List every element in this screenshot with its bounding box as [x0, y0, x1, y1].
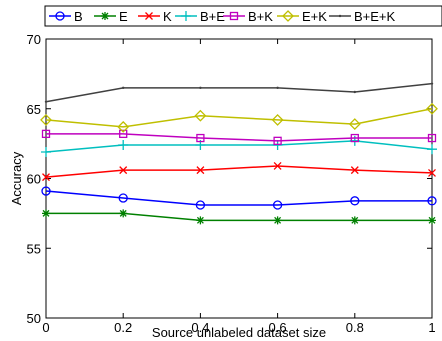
series-e — [42, 209, 436, 225]
legend-item-b-e: B+E — [175, 9, 225, 24]
legend-item-e-k: E+K — [277, 9, 327, 24]
x-axis-label: Source unlabeled dataset size — [152, 325, 326, 340]
data-point-e-marker — [119, 209, 128, 218]
data-point-e-k-marker — [194, 109, 207, 122]
data-point-e-marker — [273, 216, 282, 225]
y-axis-label: Accuracy — [9, 151, 24, 205]
data-point-e-marker — [428, 216, 436, 225]
series-k — [42, 161, 436, 182]
x-axis: 0 0.2 0.4 0.6 0.8 1 — [42, 39, 436, 335]
series-b-line — [45, 190, 432, 206]
data-point-e-k-marker — [117, 120, 130, 133]
legend-item-b-e-k: B+E+K — [329, 9, 396, 24]
legend-label-e-k: E+K — [302, 9, 327, 24]
data-point-k-marker — [273, 161, 282, 170]
data-point-e-k-marker — [40, 113, 52, 126]
data-point-b-marker — [272, 200, 283, 210]
plot-area — [45, 38, 433, 319]
legend: B E K B+E B+K E+K B+E+K — [44, 5, 442, 27]
data-point-b-e-k-marker — [122, 86, 125, 90]
data-point-e-marker — [196, 216, 205, 225]
data-point-b-marker — [195, 200, 206, 210]
y-tick-label: 55 — [27, 241, 41, 256]
legend-e-marker — [101, 12, 109, 20]
legend-b-marker — [55, 11, 65, 21]
data-point-k-marker — [350, 166, 359, 175]
data-point-b-e-marker — [272, 140, 283, 151]
data-point-b-e-marker — [41, 146, 51, 157]
data-point-b-e-k-marker — [430, 82, 434, 85]
data-point-k-marker — [42, 173, 50, 182]
data-point-b-e-marker — [427, 144, 437, 155]
data-point-b-marker — [118, 193, 128, 203]
data-point-b-k-marker — [196, 133, 205, 143]
legend-item-b-k: B+K — [223, 9, 273, 24]
legend-label-b-e-k: B+E+K — [354, 9, 396, 24]
series-e-k — [40, 102, 438, 133]
legend-e-k-marker — [282, 10, 294, 22]
legend-label-b-e: B+E — [200, 9, 225, 24]
x-tick-label: 0.2 — [114, 320, 132, 335]
data-point-e-k-marker — [426, 102, 438, 115]
data-point-b-e-k-marker — [199, 86, 202, 90]
legend-item-k: K — [138, 9, 172, 24]
series-b — [41, 186, 437, 210]
data-point-k-marker — [196, 166, 205, 175]
legend-b-e-marker — [181, 11, 191, 21]
legend-label-b: B — [74, 9, 83, 24]
series-b-k — [41, 129, 437, 145]
plot-frame — [45, 38, 433, 319]
x-tick-label: 1 — [428, 320, 435, 335]
series-b-k-line — [46, 133, 432, 142]
legend-b-k-marker — [229, 11, 239, 21]
legend-label-k: K — [163, 9, 172, 24]
data-point-k-marker — [428, 168, 436, 177]
series-e-k-line — [45, 108, 433, 128]
y-tick-label: 70 — [27, 32, 41, 47]
data-point-e-marker — [42, 209, 50, 218]
data-point-b-e-k-marker — [276, 86, 279, 90]
x-tick-label: 0.6 — [269, 320, 287, 335]
data-point-b-e-k-marker — [44, 100, 48, 103]
x-tick-label: 0 — [42, 320, 49, 335]
data-point-e-marker — [350, 216, 359, 225]
x-tick-label: 0.4 — [191, 320, 209, 335]
data-point-b-k-marker — [350, 133, 359, 143]
legend-item-b: B — [49, 9, 83, 24]
series-b-e-k — [44, 82, 434, 103]
series-e-line — [46, 212, 432, 222]
legend-label-e: E — [119, 9, 128, 24]
data-point-b-marker — [350, 196, 360, 206]
series-b-e-line — [45, 140, 433, 153]
data-point-b-k-marker — [427, 133, 437, 143]
data-point-k-marker — [119, 166, 128, 175]
series-b-e-k-line — [45, 82, 433, 103]
data-point-b-k-marker — [41, 129, 51, 139]
series-layer — [40, 82, 438, 225]
y-tick-label: 65 — [27, 102, 41, 117]
data-point-e-k-marker — [348, 118, 361, 131]
data-point-b-e-marker — [118, 140, 129, 151]
data-point-b-marker — [41, 186, 51, 196]
data-point-b-k-marker — [119, 129, 128, 139]
y-tick-label: 60 — [27, 172, 41, 187]
legend-label-b-k: B+K — [248, 9, 273, 24]
y-tick-label: 50 — [27, 311, 41, 326]
legend-b-e-k-marker — [338, 14, 342, 18]
x-tick-label: 0.8 — [346, 320, 364, 335]
data-point-b-e-k-marker — [353, 90, 356, 94]
legend-item-e: E — [94, 9, 128, 24]
data-point-b-marker — [427, 196, 437, 206]
data-point-b-k-marker — [273, 136, 282, 145]
data-point-e-k-marker — [271, 113, 284, 126]
series-k-line — [45, 165, 433, 178]
legend-k-marker — [145, 12, 153, 20]
